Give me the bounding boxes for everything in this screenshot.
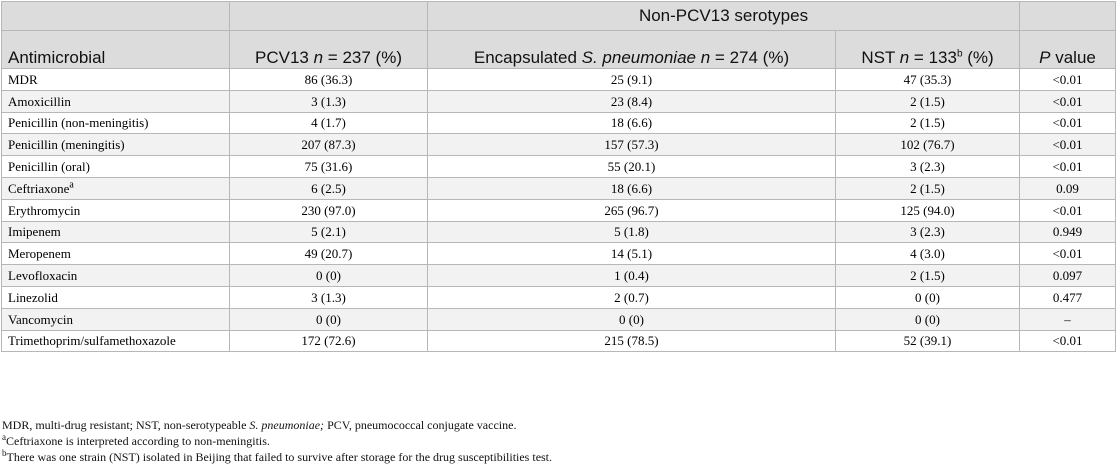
- cell-antimicrobial: Amoxicillin: [1, 89, 230, 113]
- cell-nst: 52 (39.1): [834, 329, 1021, 353]
- cell-p-value: 0.097: [1019, 264, 1116, 287]
- cell-encapsulated: 0 (0): [427, 307, 836, 331]
- cell-p-value: 0.09: [1019, 176, 1116, 200]
- cell-encapsulated: 2 (0.7): [427, 285, 836, 309]
- cell-antimicrobial: Vancomycin: [1, 307, 230, 331]
- cell-antimicrobial: Erythromycin: [1, 198, 230, 222]
- table-row: Erythromycin 230 (97.0) 265 (96.7) 125 (94.…: [1, 198, 1116, 222]
- table-row: Penicillin (oral) 75 (31.6) 55 (20.1) 3 (2.…: [1, 155, 1116, 178]
- cell-p-value: <0.01: [1019, 198, 1116, 222]
- cell-encapsulated: 23 (8.4): [427, 89, 836, 113]
- cell-antimicrobial: Linezolid: [1, 285, 230, 309]
- cell-encapsulated: 215 (78.5): [427, 329, 836, 353]
- cell-nst: 2 (1.5): [834, 89, 1021, 113]
- cell-p-value: –: [1019, 307, 1116, 331]
- cell-antimicrobial: Levofloxacin: [1, 264, 230, 287]
- cell-nst: 3 (2.3): [834, 155, 1021, 178]
- col-header-nst: NST n = 133b (%): [834, 30, 1021, 69]
- resistance-table: Non-PCV13 serotypes Antimicrobial PCV13 …: [1, 1, 1116, 353]
- cell-pcv13: 6 (2.5): [229, 176, 428, 200]
- cell-antimicrobial: Ceftriaxonea: [1, 176, 230, 200]
- cell-antimicrobial: Penicillin (oral): [1, 155, 230, 178]
- cell-pcv13: 49 (20.7): [229, 242, 428, 266]
- cell-encapsulated: 18 (6.6): [427, 111, 836, 135]
- table-row: Meropenem 49 (20.7) 14 (5.1) 4 (3.0) <0.01: [1, 242, 1116, 266]
- table-row: Imipenem 5 (2.1) 5 (1.8) 3 (2.3) 0.949: [1, 220, 1116, 244]
- footnote-a: aCeftriaxone is interpreted according to…: [2, 432, 270, 449]
- cell-nst: 2 (1.5): [834, 111, 1021, 135]
- cell-encapsulated: 265 (96.7): [427, 198, 836, 222]
- cell-antimicrobial: MDR: [1, 68, 230, 91]
- cell-pcv13: 86 (36.3): [229, 68, 428, 91]
- cell-p-value: <0.01: [1019, 68, 1116, 91]
- header-blank: [1, 1, 230, 31]
- cell-nst: 125 (94.0): [834, 198, 1021, 222]
- table-row: Penicillin (non-meningitis) 4 (1.7) 18 (6.…: [1, 111, 1116, 135]
- cell-p-value: 0.949: [1019, 220, 1116, 244]
- cell-encapsulated: 1 (0.4): [427, 264, 836, 287]
- col-header-p-value: P value: [1019, 30, 1116, 69]
- header-blank: [229, 1, 428, 31]
- header-blank: [1019, 1, 1116, 31]
- cell-p-value: <0.01: [1019, 133, 1116, 157]
- cell-pcv13: 172 (72.6): [229, 329, 428, 353]
- cell-pcv13: 230 (97.0): [229, 198, 428, 222]
- footnote-marker: a: [69, 179, 74, 191]
- col-header-encapsulated: Encapsulated S. pneumoniae n = 274 (%): [427, 30, 836, 69]
- cell-nst: 4 (3.0): [834, 242, 1021, 266]
- cell-antimicrobial: Meropenem: [1, 242, 230, 266]
- cell-pcv13: 3 (1.3): [229, 285, 428, 309]
- table-row: Vancomycin 0 (0) 0 (0) 0 (0) –: [1, 307, 1116, 331]
- cell-nst: 2 (1.5): [834, 264, 1021, 287]
- cell-nst: 47 (35.3): [834, 68, 1021, 91]
- table-row: MDR 86 (36.3) 25 (9.1) 47 (35.3) <0.01: [1, 68, 1116, 91]
- cell-nst: 2 (1.5): [834, 176, 1021, 200]
- cell-pcv13: 5 (2.1): [229, 220, 428, 244]
- col-header-antimicrobial: Antimicrobial: [1, 30, 230, 69]
- cell-nst: 102 (76.7): [834, 133, 1021, 157]
- cell-encapsulated: 157 (57.3): [427, 133, 836, 157]
- cell-pcv13: 0 (0): [229, 264, 428, 287]
- cell-p-value: <0.01: [1019, 329, 1116, 353]
- table-row: Linezolid 3 (1.3) 2 (0.7) 0 (0) 0.477: [1, 285, 1116, 309]
- cell-pcv13: 75 (31.6): [229, 155, 428, 178]
- cell-pcv13: 207 (87.3): [229, 133, 428, 157]
- cell-p-value: <0.01: [1019, 89, 1116, 113]
- cell-pcv13: 4 (1.7): [229, 111, 428, 135]
- cell-antimicrobial: Penicillin (non-meningitis): [1, 111, 230, 135]
- cell-antimicrobial: Imipenem: [1, 220, 230, 244]
- cell-pcv13: 0 (0): [229, 307, 428, 331]
- cell-p-value: <0.01: [1019, 242, 1116, 266]
- cell-nst: 3 (2.3): [834, 220, 1021, 244]
- table-row: Amoxicillin 3 (1.3) 23 (8.4) 2 (1.5) <0.01: [1, 89, 1116, 113]
- table-row: Levofloxacin 0 (0) 1 (0.4) 2 (1.5) 0.097: [1, 264, 1116, 287]
- footnote-b: bThere was one strain (NST) isolated in …: [2, 448, 553, 465]
- cell-antimicrobial: Penicillin (meningitis): [1, 133, 230, 157]
- table-row: Ceftriaxonea 6 (2.5) 18 (6.6) 2 (1.5) 0.09: [1, 176, 1116, 200]
- cell-p-value: <0.01: [1019, 111, 1116, 135]
- cell-p-value: 0.477: [1019, 285, 1116, 309]
- cell-encapsulated: 25 (9.1): [427, 68, 836, 91]
- cell-nst: 0 (0): [834, 307, 1021, 331]
- table-row: Penicillin (meningitis) 207 (87.3) 157 (57…: [1, 133, 1116, 157]
- cell-encapsulated: 55 (20.1): [427, 155, 836, 178]
- table-row: Trimethoprim/sulfamethoxazole 172 (72.6) 2…: [1, 329, 1116, 353]
- cell-encapsulated: 18 (6.6): [427, 176, 836, 200]
- col-header-pcv13: PCV13 n = 237 (%): [229, 30, 428, 69]
- cell-antimicrobial: Trimethoprim/sulfamethoxazole: [1, 329, 230, 353]
- footnote-abbreviations: MDR, multi-drug resistant; NST, non-sero…: [2, 418, 517, 432]
- cell-encapsulated: 14 (5.1): [427, 242, 836, 266]
- cell-p-value: <0.01: [1019, 155, 1116, 178]
- cell-pcv13: 3 (1.3): [229, 89, 428, 113]
- group-header-non-pcv13: Non-PCV13 serotypes: [426, 1, 1021, 31]
- cell-nst: 0 (0): [834, 285, 1021, 309]
- cell-encapsulated: 5 (1.8): [427, 220, 836, 244]
